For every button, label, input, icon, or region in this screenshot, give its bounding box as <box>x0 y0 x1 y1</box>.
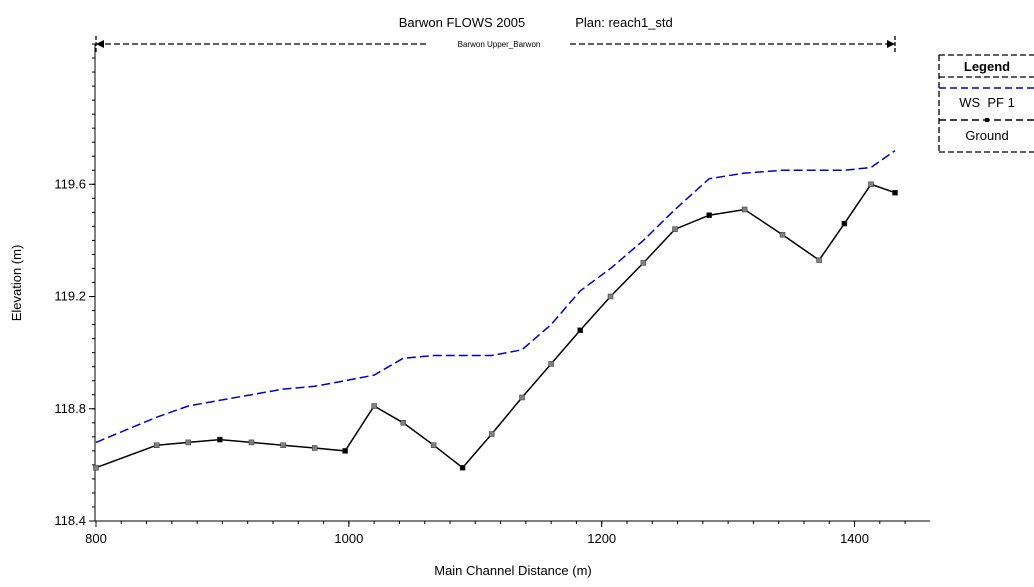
ground-point <box>248 439 255 446</box>
ground-point <box>741 206 748 213</box>
axes <box>94 44 930 522</box>
reach-label: Barwon Upper_Barwon <box>458 40 541 49</box>
y-tick-label: 119.2 <box>54 289 86 304</box>
ground-point <box>280 442 286 448</box>
ground-point <box>577 327 583 333</box>
ground-point <box>607 293 614 300</box>
ground-point <box>548 361 554 367</box>
y-axis-label: Elevation (m) <box>9 245 24 322</box>
ground-point <box>459 464 466 471</box>
y-tick-label: 119.6 <box>54 176 86 191</box>
x-tick-label: 1000 <box>334 531 363 546</box>
ticks: 118.4 118.8 119.2 119.6 800 1000 1200 1400 <box>54 43 906 546</box>
y-tick-label: 118.4 <box>54 513 86 528</box>
ground-point <box>93 464 99 471</box>
ground-point <box>430 442 437 448</box>
ground-point <box>892 189 898 196</box>
ground-point <box>706 212 712 218</box>
reach-extent: Barwon Upper_Barwon <box>95 36 896 52</box>
reach-arrow-right <box>887 40 895 48</box>
x-axis-label: Main Channel Distance (m) <box>434 563 592 578</box>
ground-point <box>868 181 874 188</box>
ground-point <box>816 257 822 263</box>
legend-ground-marker <box>985 118 989 122</box>
chart-title: Barwon FLOWS 2005 <box>399 15 525 30</box>
series-layer <box>93 149 898 471</box>
legend-ground-label: Ground <box>965 128 1008 143</box>
ground-point <box>400 420 406 426</box>
legend: Legend WS PF 1 Ground <box>938 54 1034 153</box>
x-tick-label: 800 <box>85 531 107 546</box>
ground-point <box>640 260 647 266</box>
ground-point <box>672 226 678 232</box>
reach-arrow-left <box>96 40 104 48</box>
x-tick-label: 1400 <box>840 531 869 546</box>
chart-plan: Plan: reach1_std <box>575 15 673 30</box>
ground-point <box>488 431 495 437</box>
ground-point <box>217 436 223 443</box>
ground-line <box>95 183 896 469</box>
ground-point <box>311 445 318 451</box>
ground-point <box>841 220 848 227</box>
ground-point <box>519 394 525 401</box>
ground-point <box>371 403 377 409</box>
ground-point <box>185 439 192 446</box>
y-tick-label: 118.8 <box>54 401 86 416</box>
ground-point <box>779 232 786 238</box>
legend-title: Legend <box>964 59 1010 74</box>
ground-point <box>342 448 348 454</box>
legend-ws-label: WS PF 1 <box>959 95 1015 110</box>
ws-pf1-line <box>95 149 896 444</box>
ground-point <box>153 442 160 448</box>
x-tick-label: 1200 <box>587 531 616 546</box>
